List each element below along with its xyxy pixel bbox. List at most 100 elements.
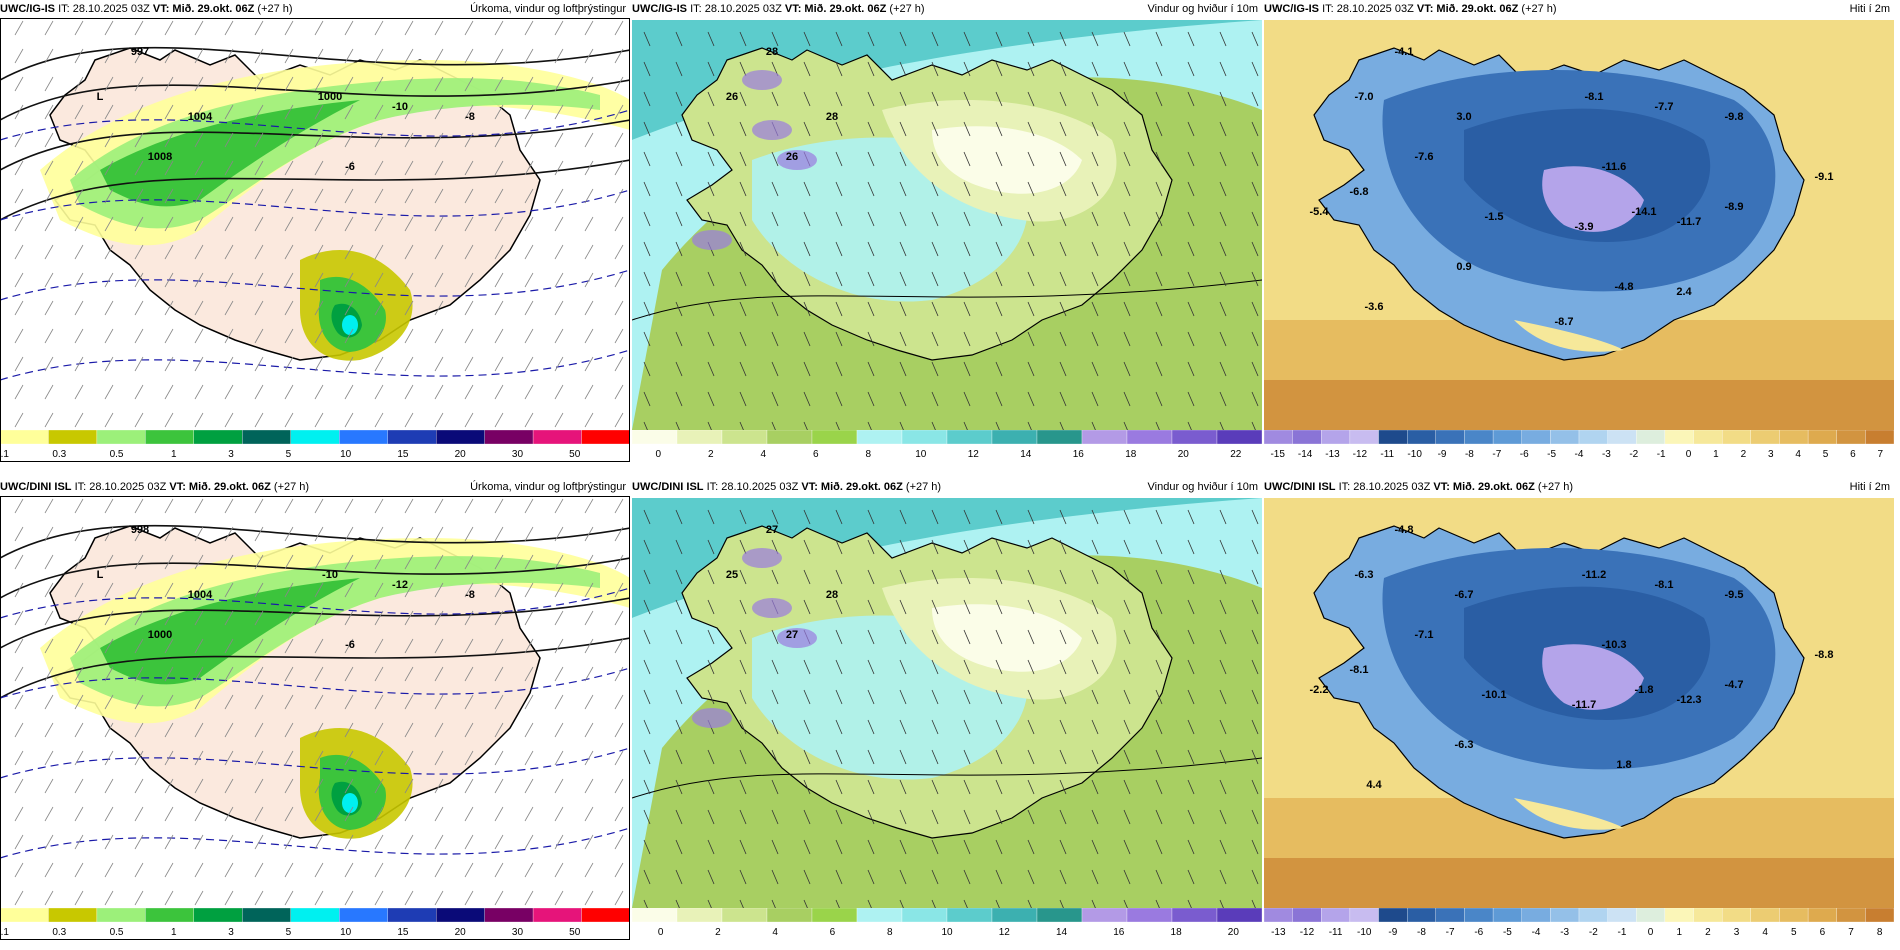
map-value-label: -10 bbox=[392, 101, 408, 113]
colorbar-swatch bbox=[1550, 430, 1580, 445]
valid-time: Mið. 29.okt. 06Z bbox=[804, 3, 887, 15]
colorbar-tick-label: -13 bbox=[1325, 449, 1340, 460]
colorbar-swatch bbox=[946, 908, 993, 923]
colorbar-swatch bbox=[1492, 430, 1522, 445]
valid-time-label: VT: bbox=[1416, 3, 1434, 15]
colorbar-tick-label: 3 bbox=[1768, 449, 1774, 460]
model-name: UWC/DINI ISL bbox=[632, 481, 704, 493]
colorbar-swatch bbox=[290, 430, 340, 445]
colorbar-tick-label: -6 bbox=[1520, 449, 1529, 460]
colorbar-tick-label: 2 bbox=[1741, 449, 1747, 460]
model-name: UWC/IG-IS bbox=[632, 3, 687, 15]
panel-header: UWC/IG-IS IT: 28.10.2025 03Z VT: Mið. 29… bbox=[632, 0, 1262, 18]
colorbar-swatch bbox=[48, 908, 98, 923]
colorbar-swatch bbox=[581, 908, 630, 923]
colorbar-tick-label: 0 bbox=[658, 927, 664, 938]
panel-title: Hiti í 2m bbox=[1849, 481, 1890, 493]
colorbar-swatch bbox=[1292, 430, 1322, 445]
colorbar-swatch bbox=[1607, 908, 1637, 923]
colorbar-tick-label: 10 bbox=[915, 449, 927, 460]
colorbar-swatch bbox=[1750, 908, 1780, 923]
colorbar-tick-label: 20 bbox=[1228, 927, 1240, 938]
colorbar-swatch bbox=[1292, 908, 1322, 923]
panel-title: Úrkoma, vindur og loftþrýstingur bbox=[470, 481, 626, 493]
colorbar-swatch bbox=[1349, 908, 1379, 923]
map-value-label: -3.6 bbox=[1365, 301, 1384, 313]
colorbar-swatch bbox=[632, 908, 678, 923]
map-value-label: -6.8 bbox=[1350, 186, 1369, 198]
colorbar-tick-label: -3 bbox=[1560, 927, 1569, 938]
colorbar-swatch bbox=[1693, 430, 1723, 445]
weather-map[interactable]: 997 L 1004 1008 1000 -10 -8 -6 bbox=[0, 20, 630, 430]
model-name: UWC/DINI ISL bbox=[1264, 481, 1336, 493]
colorbar-tick-label: 10 bbox=[941, 927, 953, 938]
colorbar-tick-label: 18 bbox=[1125, 449, 1137, 460]
colorbar-swatch bbox=[0, 908, 49, 923]
valid-time-label: VT: bbox=[784, 3, 802, 15]
colorbar-tick-label: 12 bbox=[999, 927, 1011, 938]
map-value-label: -8 bbox=[465, 111, 475, 123]
colorbar-swatch bbox=[242, 430, 291, 445]
colorbar-swatch bbox=[436, 908, 485, 923]
colorbar-swatch bbox=[532, 908, 582, 923]
map-value-label: 28 bbox=[826, 589, 838, 601]
weather-map[interactable]: -4.1 -7.0 3.0 -7.6 -8.1 -7.7 -9.8 -11.6 -9.1 -6.8… bbox=[1264, 20, 1894, 430]
weather-map[interactable]: 28 26 28 26 bbox=[632, 20, 1262, 430]
colorbar-tick-label: 20 bbox=[1178, 449, 1190, 460]
map-value-label: -8.8 bbox=[1815, 649, 1834, 661]
map-value-label: -7.1 bbox=[1415, 629, 1434, 641]
map-value-label: 2.4 bbox=[1676, 286, 1692, 298]
colorbar-tick-label: -11 bbox=[1329, 927, 1343, 938]
map-value-label: -6 bbox=[345, 161, 355, 173]
map-value-label: -8 bbox=[465, 589, 475, 601]
map-value-label: -12.3 bbox=[1676, 694, 1701, 706]
map-value-label: -9.8 bbox=[1725, 111, 1744, 123]
colorbar-swatch bbox=[1081, 908, 1128, 923]
map-value-label: -4.8 bbox=[1395, 524, 1414, 536]
colorbar-tick-label: 8 bbox=[865, 449, 871, 460]
map-panel-wind: UWC/DINI ISL IT: 28.10.2025 03Z VT: Mið.… bbox=[632, 478, 1262, 938]
colorbar-tick-label: 12 bbox=[968, 449, 980, 460]
colorbar-swatch bbox=[1464, 908, 1494, 923]
map-value-label: -1.8 bbox=[1635, 684, 1654, 696]
colorbar-swatch bbox=[766, 430, 813, 445]
colorbar-swatch bbox=[436, 430, 485, 445]
colorbar-swatch bbox=[901, 430, 948, 445]
colorbar-swatch bbox=[1407, 908, 1436, 923]
colorbar-swatch bbox=[721, 908, 768, 923]
colorbar-swatch bbox=[1521, 430, 1551, 445]
colorbar-swatch bbox=[1171, 908, 1218, 923]
valid-time: Mið. 29.okt. 06Z bbox=[820, 481, 903, 493]
map-value-label: L bbox=[97, 91, 104, 103]
colorbar-swatch bbox=[1807, 908, 1837, 923]
colorbar-swatch bbox=[1836, 908, 1866, 923]
colorbar-swatch bbox=[581, 430, 630, 445]
colorbar-tick-label: -12 bbox=[1300, 927, 1315, 938]
weather-map[interactable]: -4.8 -6.3 -6.7 -7.1 -11.2 -8.1 -9.5 -10.3 -8.8 -8… bbox=[1264, 498, 1894, 908]
colorbar-legend: -13 -12 -11 -10 -9 -8 -7 -6 -5 -4 -3 -2 -1 0 1 2 3 4 5 6 7 8 bbox=[1264, 908, 1894, 938]
colorbar-swatch bbox=[991, 430, 1038, 445]
colorbar-legend: 0.1 0.3 0.5 1 3 5 10 15 20 30 50 bbox=[0, 908, 630, 938]
colorbar-swatch bbox=[676, 908, 723, 923]
colorbar-tick-label: 50 bbox=[569, 927, 581, 938]
colorbar-tick-label: 16 bbox=[1113, 927, 1125, 938]
colorbar-swatch bbox=[484, 908, 534, 923]
colorbar-legend: 0 2 4 6 8 10 12 14 16 18 20 bbox=[632, 908, 1262, 938]
map-value-label: -5.4 bbox=[1310, 206, 1330, 218]
map-value-label: 26 bbox=[726, 91, 738, 103]
colorbar-tick-label: 4 bbox=[1795, 449, 1801, 460]
weather-map[interactable]: 27 25 28 27 bbox=[632, 498, 1262, 908]
colorbar-tick-label: 1 bbox=[1676, 927, 1682, 938]
weather-map[interactable]: 998 L 1004 1000 -10 -12 -8 -6 bbox=[0, 498, 630, 908]
colorbar-swatch bbox=[1081, 430, 1128, 445]
colorbar-tick-label: 5 bbox=[1823, 449, 1829, 460]
map-value-label: 998 bbox=[131, 524, 149, 536]
map-value-label: -3.9 bbox=[1575, 221, 1594, 233]
colorbar-tick-label: 8 bbox=[887, 927, 893, 938]
map-value-label: -11.7 bbox=[1677, 216, 1701, 228]
colorbar-swatch bbox=[145, 908, 194, 923]
colorbar-swatch bbox=[1865, 908, 1894, 923]
map-value-label: -8.9 bbox=[1725, 201, 1744, 213]
colorbar-swatch bbox=[1836, 430, 1866, 445]
colorbar-tick-label: 1 bbox=[171, 927, 177, 938]
